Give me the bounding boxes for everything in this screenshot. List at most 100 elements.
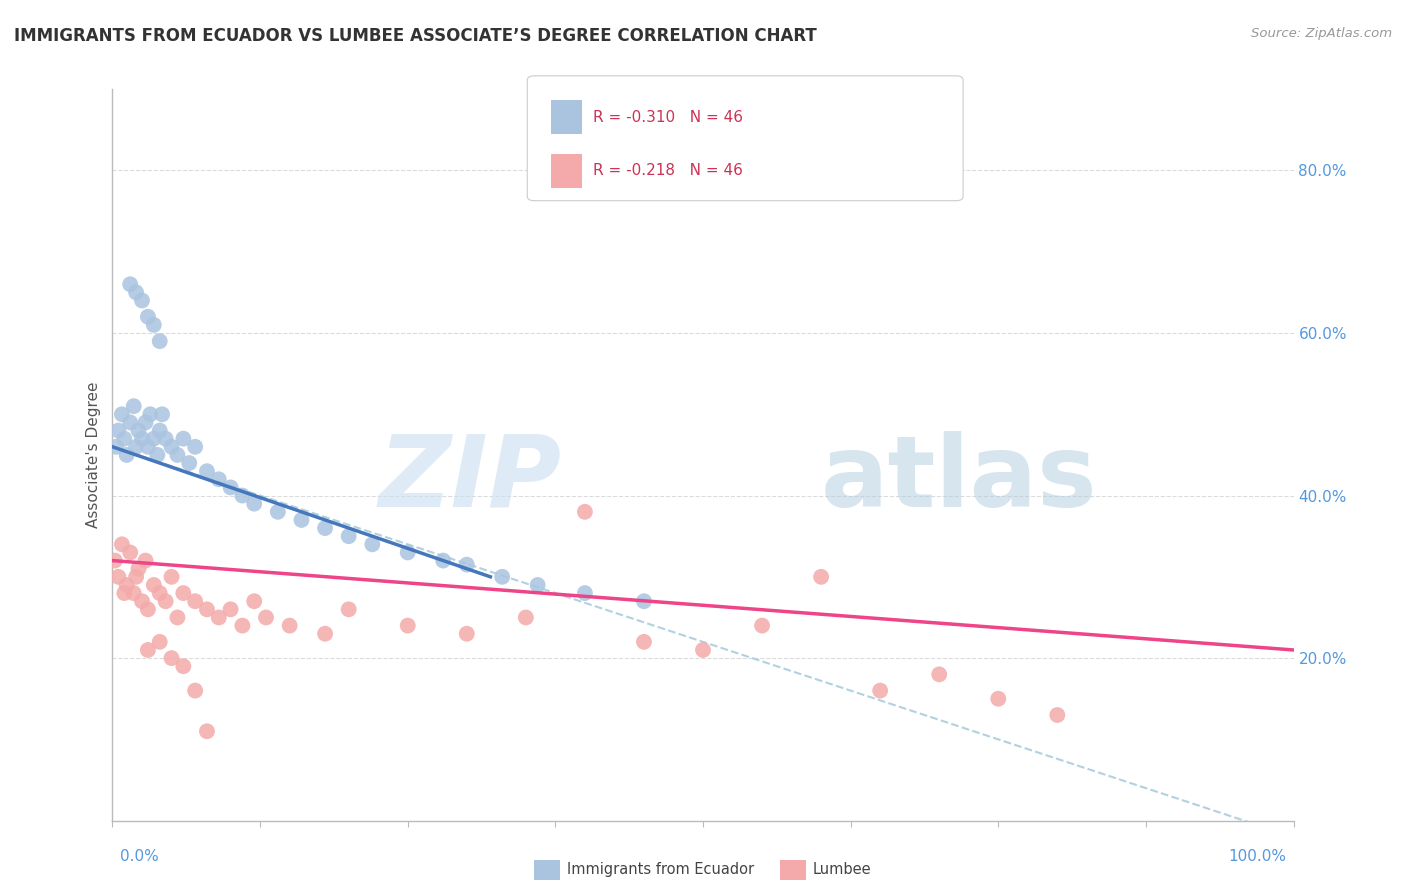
Text: Lumbee: Lumbee bbox=[813, 863, 872, 877]
Point bbox=[456, 626, 478, 640]
Point bbox=[122, 586, 145, 600]
Point bbox=[254, 610, 277, 624]
Point bbox=[125, 570, 148, 584]
Point bbox=[112, 432, 135, 446]
Point bbox=[105, 440, 128, 454]
Point bbox=[184, 594, 207, 608]
Text: Immigrants from Ecuador: Immigrants from Ecuador bbox=[567, 863, 754, 877]
Point bbox=[131, 594, 153, 608]
Text: R = -0.310   N = 46: R = -0.310 N = 46 bbox=[593, 110, 744, 125]
Point bbox=[122, 399, 145, 413]
Point bbox=[150, 407, 173, 421]
Point bbox=[131, 432, 153, 446]
Point bbox=[125, 285, 148, 300]
Text: R = -0.218   N = 46: R = -0.218 N = 46 bbox=[593, 163, 744, 178]
Point bbox=[131, 293, 153, 308]
Point bbox=[928, 667, 950, 681]
Point bbox=[160, 651, 183, 665]
Point bbox=[396, 545, 419, 559]
Point bbox=[195, 724, 218, 739]
Point bbox=[120, 277, 142, 292]
Point bbox=[243, 497, 266, 511]
Point bbox=[155, 594, 177, 608]
Point bbox=[290, 513, 312, 527]
Point bbox=[136, 643, 159, 657]
Point bbox=[337, 602, 360, 616]
Point bbox=[160, 440, 183, 454]
Point bbox=[149, 635, 172, 649]
Point bbox=[136, 602, 159, 616]
Point bbox=[515, 610, 537, 624]
Point bbox=[107, 424, 129, 438]
Text: 0.0%: 0.0% bbox=[120, 849, 159, 863]
Point bbox=[574, 586, 596, 600]
Text: IMMIGRANTS FROM ECUADOR VS LUMBEE ASSOCIATE’S DEGREE CORRELATION CHART: IMMIGRANTS FROM ECUADOR VS LUMBEE ASSOCI… bbox=[14, 27, 817, 45]
Point bbox=[267, 505, 290, 519]
Point bbox=[692, 643, 714, 657]
Y-axis label: Associate's Degree: Associate's Degree bbox=[86, 382, 101, 528]
Point bbox=[179, 456, 201, 470]
Point bbox=[120, 416, 142, 430]
Point bbox=[149, 424, 172, 438]
Point bbox=[1046, 708, 1069, 723]
Point bbox=[142, 432, 165, 446]
Point bbox=[184, 440, 207, 454]
Point bbox=[172, 586, 194, 600]
Point bbox=[526, 578, 548, 592]
Point bbox=[361, 537, 384, 551]
Point bbox=[574, 505, 596, 519]
Point bbox=[127, 562, 149, 576]
Point bbox=[127, 424, 149, 438]
Point bbox=[491, 570, 513, 584]
Point bbox=[278, 618, 301, 632]
Point bbox=[149, 586, 172, 600]
Text: ZIP: ZIP bbox=[378, 431, 561, 528]
Point bbox=[120, 545, 142, 559]
Point bbox=[231, 489, 253, 503]
Point bbox=[751, 618, 773, 632]
Point bbox=[219, 480, 242, 494]
Point bbox=[987, 691, 1010, 706]
Point bbox=[172, 432, 194, 446]
Point bbox=[219, 602, 242, 616]
Point bbox=[125, 440, 148, 454]
Point bbox=[195, 602, 218, 616]
Point bbox=[869, 683, 891, 698]
Point bbox=[135, 416, 157, 430]
Point bbox=[432, 553, 454, 567]
Point bbox=[166, 448, 188, 462]
Point bbox=[208, 472, 231, 486]
Point bbox=[136, 440, 159, 454]
Point bbox=[155, 432, 177, 446]
Point bbox=[314, 521, 336, 535]
Point bbox=[184, 683, 207, 698]
Point bbox=[104, 553, 127, 567]
Point bbox=[456, 558, 478, 572]
Point bbox=[231, 618, 253, 632]
Point bbox=[243, 594, 266, 608]
Point bbox=[136, 310, 159, 324]
Point bbox=[172, 659, 194, 673]
Point bbox=[146, 448, 169, 462]
Point bbox=[107, 570, 129, 584]
Point bbox=[195, 464, 218, 478]
Point bbox=[139, 407, 162, 421]
Point bbox=[142, 578, 165, 592]
Point bbox=[633, 635, 655, 649]
Text: Source: ZipAtlas.com: Source: ZipAtlas.com bbox=[1251, 27, 1392, 40]
Point bbox=[160, 570, 183, 584]
Text: 100.0%: 100.0% bbox=[1229, 849, 1286, 863]
Point bbox=[111, 407, 134, 421]
Text: atlas: atlas bbox=[821, 431, 1098, 528]
Point bbox=[337, 529, 360, 543]
Point bbox=[633, 594, 655, 608]
Point bbox=[112, 586, 135, 600]
Point bbox=[314, 626, 336, 640]
Point bbox=[166, 610, 188, 624]
Point bbox=[142, 318, 165, 332]
Point bbox=[396, 618, 419, 632]
Point bbox=[149, 334, 172, 348]
Point bbox=[208, 610, 231, 624]
Point bbox=[115, 578, 138, 592]
Point bbox=[810, 570, 832, 584]
